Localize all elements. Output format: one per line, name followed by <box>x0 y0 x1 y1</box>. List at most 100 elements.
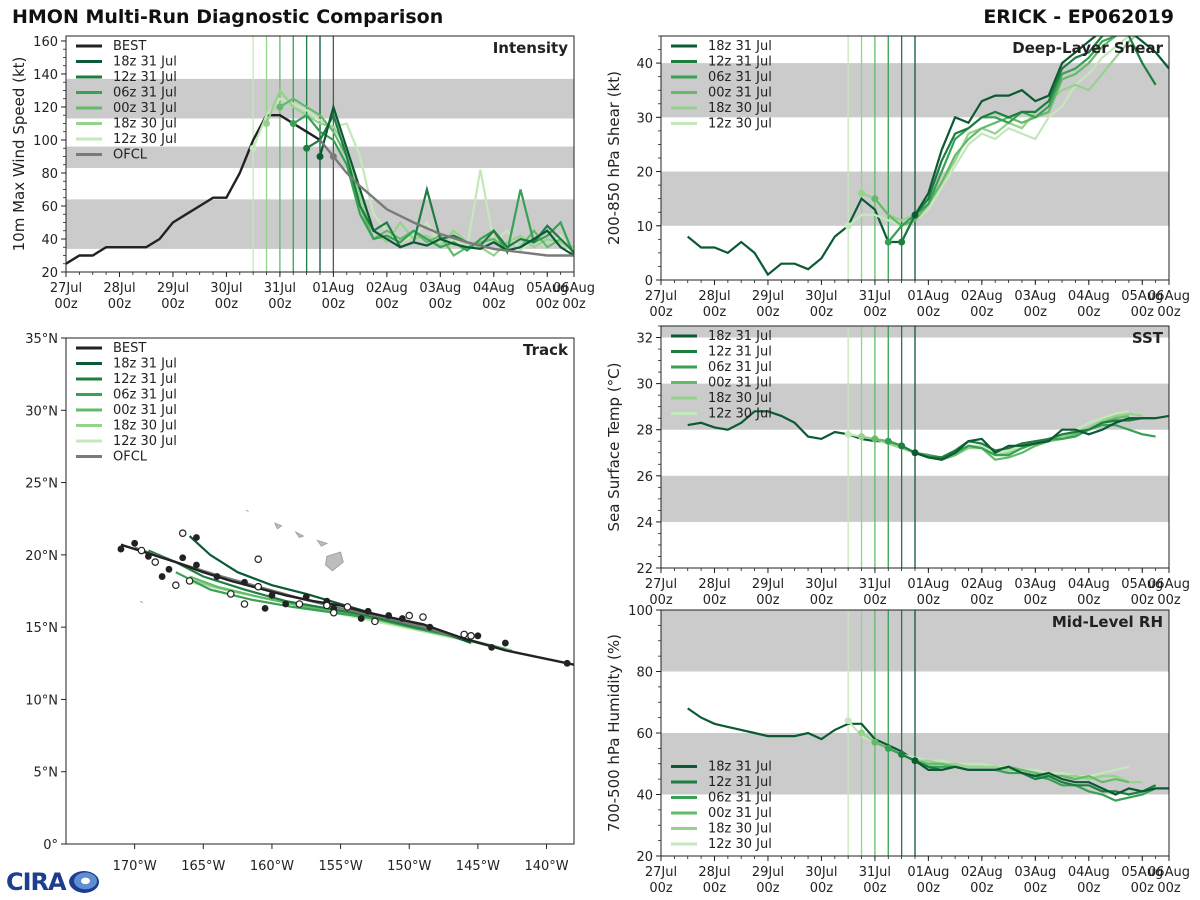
sst-xtick-sub-9: 00z <box>1131 593 1155 608</box>
track-marker-filled-19 <box>131 539 139 547</box>
shear-xtick-sub-2: 00z <box>756 305 780 320</box>
track-marker-filled-23 <box>357 615 365 622</box>
sst-panel-title: SST <box>1132 329 1164 347</box>
shear-xtick-sub-5: 00z <box>917 305 941 320</box>
sst-series-start-dot-3 <box>871 435 879 443</box>
track-marker-filled-0 <box>563 659 571 667</box>
shear-xtick-sub-7: 00z <box>1024 305 1048 320</box>
shear-xtick-label-10: 06Aug <box>1148 289 1190 304</box>
track-marker-filled-24 <box>488 643 496 651</box>
rh-y-axis-label: 700-500 hPa Humidity (%) <box>605 634 623 832</box>
shear-series-start-dot-2 <box>884 238 892 246</box>
track-ytick-label-6: 30°N <box>25 404 58 419</box>
intensity-xtick-sub-7: 00z <box>429 297 453 312</box>
rh-series-start-dot-4 <box>858 729 866 737</box>
track-marker-open-12 <box>172 581 180 590</box>
rh-legend-entry-1: 12z 31 Jul <box>708 775 772 790</box>
track-marker-filled-6 <box>364 607 372 615</box>
track-marker-open-9 <box>240 600 249 608</box>
sst-ytick-label-32: 32 <box>636 332 653 347</box>
track-marker-filled-1 <box>501 639 509 647</box>
sst-y-axis-label: Sea Surface Temp (°C) <box>605 362 623 531</box>
shear-plot-area <box>661 36 1169 280</box>
sst-xtick-label-4: 31Jul <box>859 577 891 592</box>
rh-xtick-label-10: 06Aug <box>1148 865 1190 880</box>
rh-legend-entry-5: 12z 30 Jul <box>708 837 772 852</box>
track-marker-filled-14 <box>193 561 200 569</box>
track-xtick-label-5: 145°W <box>456 859 500 874</box>
panel-sst: 22242628303227Jul00z28Jul00z29Jul00z30Ju… <box>605 325 1190 608</box>
sst-series-start-dot-2 <box>884 437 892 445</box>
track-marker-filled-17 <box>158 573 166 580</box>
rh-legend-entry-4: 18z 30 Jul <box>708 822 772 837</box>
intensity-xtick-label-0: 27Jul <box>50 281 82 296</box>
shear-series-line-1 <box>900 36 1157 243</box>
shear-series-start-dot-4 <box>858 189 866 197</box>
rh-xtick-label-8: 04Aug <box>1068 865 1110 880</box>
intensity-ytick-label-80: 80 <box>41 167 58 182</box>
track-panel-title: Track <box>523 341 569 359</box>
shear-xtick-label-2: 29Jul <box>752 289 784 304</box>
shear-series-start-dot-5 <box>844 222 852 230</box>
intensity-series-start-dot-2 <box>289 119 297 127</box>
intensity-ytick-label-60: 60 <box>41 200 58 215</box>
sst-xtick-label-7: 03Aug <box>1014 577 1056 592</box>
intensity-xtick-label-2: 29Jul <box>157 281 189 296</box>
intensity-plot-area <box>66 36 574 272</box>
track-frame <box>65 337 575 845</box>
intensity-best-line <box>66 113 321 265</box>
shear-legend-entry-0: 18z 31 Jul <box>708 39 772 54</box>
shear-series-start-dot-3 <box>871 195 879 203</box>
shear-xtick-label-6: 02Aug <box>961 289 1003 304</box>
sst-ytick-label-30: 30 <box>636 378 653 393</box>
sst-xtick-sub-7: 00z <box>1024 593 1048 608</box>
track-marker-filled-5 <box>385 612 393 619</box>
intensity-xtick-sub-10: 00z <box>562 297 586 312</box>
intensity-legend-entry-0: BEST <box>113 39 146 54</box>
track-legend-entry-5: 18z 30 Jul <box>113 419 177 434</box>
track-xtick-label-2: 160°W <box>250 859 294 874</box>
storm-id: ERICK - EP062019 <box>983 6 1174 28</box>
sst-xtick-label-3: 30Jul <box>805 577 837 592</box>
rh-xtick-sub-8: 00z <box>1077 881 1101 896</box>
shear-xtick-sub-3: 00z <box>810 305 834 320</box>
rh-legend-entry-2: 06z 31 Jul <box>708 791 772 806</box>
sst-legend-entry-3: 00z 31 Jul <box>708 376 772 391</box>
sst-plot-area <box>661 326 1169 568</box>
track-ytick-label-1: 5°N <box>34 766 59 781</box>
track-marker-filled-2 <box>474 632 482 640</box>
rh-ytick-label-100: 100 <box>628 604 653 619</box>
track-ytick-label-0: 0° <box>43 838 58 853</box>
intensity-ytick-label-120: 120 <box>33 101 58 116</box>
shear-xtick-sub-1: 00z <box>703 305 727 320</box>
rh-xtick-sub-2: 00z <box>756 881 780 896</box>
shear-series-line-4 <box>861 36 1138 222</box>
island-oahu <box>294 531 305 538</box>
shear-xtick-label-4: 31Jul <box>859 289 891 304</box>
island-hawaii <box>325 551 344 572</box>
track-marker-open-14 <box>137 546 146 555</box>
track-marker-open-4 <box>343 603 352 611</box>
shear-ytick-label-40: 40 <box>636 57 653 72</box>
track-marker-open-7 <box>295 600 304 608</box>
rh-ytick-label-40: 40 <box>636 789 653 804</box>
rh-xtick-sub-10: 00z <box>1157 881 1181 896</box>
shear-series-start-dot-1 <box>898 238 906 246</box>
panel-track: 170°W 165°W 160°W 155°W 150°W 145°W 140°W 0° 5°N… <box>25 332 575 874</box>
shear-series-start-dot-0 <box>911 211 919 219</box>
shear-series-line-2 <box>887 36 1143 243</box>
sst-series-start-dot-1 <box>898 442 906 450</box>
track-ytick-label-4: 20°N <box>25 549 58 564</box>
sst-xtick-label-1: 28Jul <box>698 577 730 592</box>
rh-legend-entry-0: 18z 31 Jul <box>708 760 772 775</box>
rh-xtick-label-0: 27Jul <box>645 865 677 880</box>
track-xtick-label-6: 140°W <box>524 859 568 874</box>
rh-xtick-label-9: 05Aug <box>1121 865 1163 880</box>
intensity-legend-entry-7: OFCL <box>113 148 148 163</box>
track-plot-area <box>117 509 574 667</box>
intensity-ytick-label-160: 160 <box>33 35 58 50</box>
rh-xtick-label-7: 03Aug <box>1014 865 1056 880</box>
island-kauai <box>273 522 283 530</box>
shear-xtick-sub-4: 00z <box>863 305 887 320</box>
